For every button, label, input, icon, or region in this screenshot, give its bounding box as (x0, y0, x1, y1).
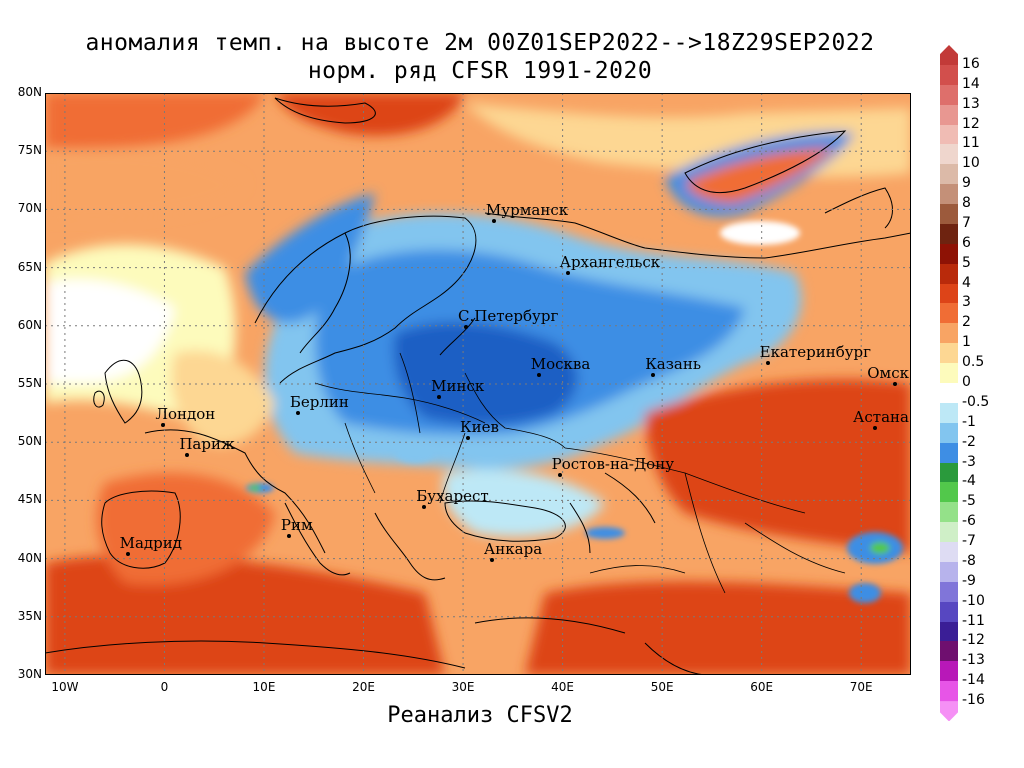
legend-swatch (940, 363, 958, 384)
legend-swatch (940, 204, 958, 225)
anomaly-map-canvas (45, 93, 911, 675)
lat-tick-label: 65N (17, 259, 42, 274)
legend-tick-label: 3 (962, 294, 971, 311)
legend-swatch (940, 84, 958, 106)
legend-tick-label: 2 (962, 314, 971, 331)
legend-swatch (940, 681, 958, 702)
legend-tick-label: -10 (962, 592, 985, 609)
lat-tick-label: 80N (17, 85, 42, 99)
legend-tick-label: 7 (962, 214, 971, 231)
legend-tick-label: -9 (962, 572, 976, 589)
legend-swatch (940, 661, 958, 682)
legend-tick-label: -7 (962, 533, 976, 550)
legend-tick-label: 12 (962, 115, 980, 132)
legend-swatch (940, 144, 958, 165)
legend-swatch (940, 462, 958, 483)
lat-tick-label: 60N (17, 317, 42, 332)
legend-tick-label: -14 (962, 672, 985, 689)
lat-tick-label: 50N (17, 434, 42, 449)
lat-tick-label: 30N (17, 667, 42, 681)
map-title: аномалия темп. на высоте 2м 00Z01SEP2022… (85, 30, 875, 56)
legend-tick-label: -4 (962, 473, 976, 490)
legend-tick-label: 5 (962, 254, 971, 271)
legend-tick-label: -5 (962, 493, 976, 510)
map-border (45, 93, 911, 675)
legend-tick-label: 8 (962, 195, 971, 212)
graticule (45, 93, 911, 675)
legend-swatch (940, 422, 958, 444)
coastlines (45, 97, 911, 675)
lon-tick-label: 30E (451, 680, 475, 694)
legend-swatch (940, 581, 958, 603)
legend-tick-label: 13 (962, 95, 980, 112)
lon-tick-label: 20E (352, 680, 375, 694)
legend-tick-label: 10 (962, 155, 980, 172)
lon-tick-label: 10E (252, 680, 276, 694)
footer-source: Реанализ CFSV2 (387, 703, 573, 728)
lon-tick-label: 70E (849, 680, 873, 694)
legend-swatch (940, 104, 958, 126)
legend-tick-label: -6 (962, 513, 976, 530)
legend-tick-label: 1 (962, 334, 971, 351)
legend-tick-label: 14 (962, 75, 980, 92)
legend-tick-label: 4 (962, 274, 971, 291)
legend-swatch (940, 124, 958, 145)
legend-swatch (940, 402, 958, 424)
legend-swatch (940, 303, 958, 324)
legend-swatch (940, 243, 958, 265)
legend-swatch (940, 223, 958, 245)
legend-swatch (940, 263, 958, 285)
legend-tick-label: -0.5 (962, 393, 990, 410)
legend-tick-label: 11 (962, 135, 980, 152)
legend-tick-label: -16 (962, 692, 985, 709)
legend-swatch (940, 283, 958, 304)
lat-tick-label: 35N (17, 608, 42, 623)
legend-swatch (940, 442, 958, 464)
legend-swatch (940, 482, 958, 503)
lat-tick-label: 70N (17, 201, 42, 216)
legend-tick-label: -8 (962, 552, 976, 569)
anomaly-fields (45, 93, 911, 675)
legend-tick-label: -13 (962, 652, 985, 669)
lat-tick-label: 45N (17, 492, 42, 507)
lat-tick-label: 75N (17, 143, 42, 158)
lon-tick-label: 0 (160, 680, 169, 694)
legend-swatch (940, 542, 958, 563)
legend-swatch (940, 323, 958, 344)
map-subtitle: норм. ряд CFSR 1991-2020 (307, 58, 653, 84)
legend-tick-label: -2 (962, 433, 976, 450)
lat-tick-label: 40N (17, 550, 42, 565)
legend-tick-label: -1 (962, 413, 976, 430)
legend-tick-label: -11 (962, 612, 985, 629)
legend-swatch (940, 522, 958, 543)
country-borders (314, 352, 846, 594)
color-legend: 16 14 13 12 11 10 9 8 7 6 5 4 3 2 1 0.5 0 -0.5 -1 -2 -3 -4 -5 -… (940, 45, 1020, 722)
lon-tick-label: 10W (51, 680, 79, 694)
lon-tick-label: 50E (650, 680, 674, 694)
legend-tick-label: 0 (962, 374, 971, 390)
legend-swatch (940, 701, 958, 722)
legend-tick-label: -12 (962, 632, 985, 649)
legend-swatch (940, 561, 958, 583)
legend-swatch (940, 383, 958, 404)
lon-tick-label: 60E (750, 680, 774, 694)
legend-swatch (940, 343, 958, 364)
legend-tick-label: 0.5 (962, 354, 985, 371)
legend-swatch (940, 601, 958, 623)
legend-tick-label: 6 (962, 234, 971, 251)
legend-tick-label: 16 (962, 55, 980, 72)
lat-tick-label: 55N (17, 376, 42, 390)
legend-swatch (940, 64, 958, 86)
legend-swatch (940, 184, 958, 205)
anomaly-map (45, 93, 911, 675)
legend-swatch (940, 641, 958, 662)
legend-swatch (940, 164, 958, 185)
legend-swatch (940, 621, 958, 642)
anomaly-details (246, 221, 903, 603)
legend-swatch (940, 502, 958, 523)
legend-tick-label: 9 (962, 175, 971, 192)
lon-tick-label: 40E (551, 680, 575, 694)
legend-tick-label: -3 (962, 453, 976, 470)
legend-swatch (940, 45, 958, 66)
